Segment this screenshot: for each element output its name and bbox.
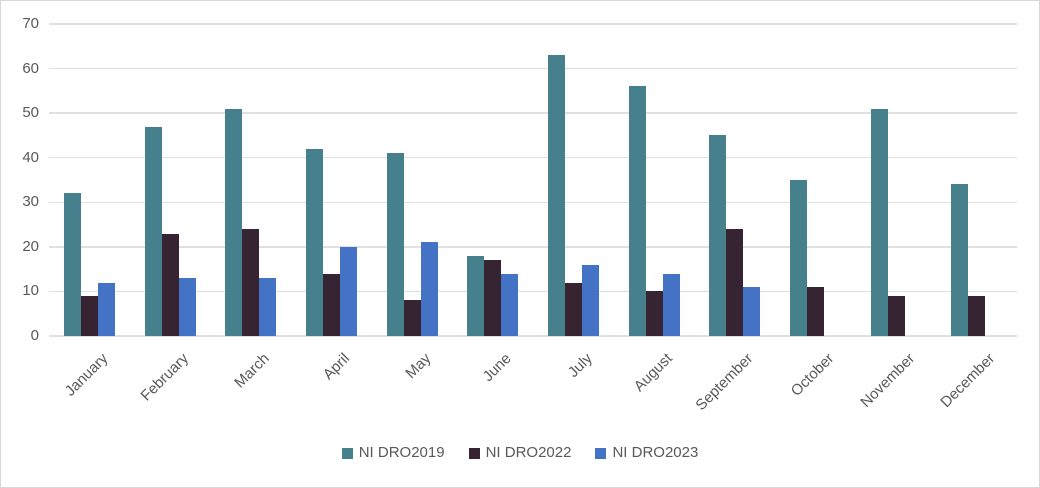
bar-nidro2019-may [386,153,404,336]
bar-nidro2019-november [870,108,888,336]
gridline-40 [49,156,1017,159]
bar-group-march [210,24,291,336]
x-axis-label-february: February [137,350,193,405]
bar-nidro2019-october [789,180,807,336]
bar-group-february [130,24,211,336]
gridline-50 [49,112,1017,114]
x-axis-label-december: December [937,350,999,411]
bar-group-may [372,24,453,336]
x-axis-label-january: January [61,350,112,400]
bar-nidro2022-september [726,229,744,336]
bar-nidro2019-february [144,126,162,336]
x-axis-label-july: July [564,350,596,381]
x-axis-label-october: October [787,350,838,400]
y-axis-tick-label-50: 50 [22,104,39,122]
bar-nidro2022-august [645,291,663,336]
bar-nidro2022-december [968,295,986,336]
bar-nidro2019-january [63,193,81,336]
plot-area [49,23,1017,337]
gridline-0 [49,335,1017,337]
gridline-20 [49,246,1017,248]
bar-nidro2019-july [547,55,565,336]
x-axis-label-november: November [857,350,919,411]
x-axis: January February March April May June July Augu… [49,342,1017,427]
bar-nidro2022-june [484,260,502,336]
y-axis-tick-label-0: 0 [30,327,39,344]
y-axis: 0 10 20 30 40 50 60 70 [1,15,39,344]
x-axis-label-april: April [320,350,354,384]
legend-label: NI DRO2019 [358,444,445,461]
bar-group-august [614,24,695,336]
x-axis-label-september: September [692,350,757,414]
gridline-70 [49,23,1017,25]
y-axis-tick-label-30: 30 [22,193,39,211]
bar-nidro2022-november [887,295,905,336]
bar-group-september [694,24,775,336]
y-axis-tick-label-60: 60 [22,59,39,77]
bar-groups [49,24,1017,336]
bar-nidro2022-july [564,282,582,336]
legend-item-nidro2023: NI DRO2023 [595,445,698,461]
bar-nidro2019-august [628,86,646,336]
y-axis-tick-label-70: 70 [22,15,39,32]
gridline-60 [49,67,1017,70]
y-axis-tick-label-20: 20 [22,237,39,255]
bar-nidro2023-september [743,286,761,336]
bar-group-november [856,24,937,336]
bar-group-december [936,24,1017,336]
legend-item-nidro2022: NI DRO2022 [468,444,572,461]
bar-nidro2022-february [161,233,179,336]
legend-swatch-icon [341,447,353,459]
bar-nidro2023-january [97,282,115,336]
x-axis-label-march: March [231,350,273,392]
bar-nidro2023-july [581,264,599,336]
bar-nidro2022-may [403,300,421,336]
legend-label: NI DRO2022 [485,444,572,461]
legend-item-nidro2019: NI DRO2019 [341,444,445,461]
bar-nidro2023-april [339,246,357,336]
x-axis-label-august: August [630,350,677,396]
bar-nidro2022-march [242,229,260,336]
legend-swatch-icon [468,447,480,459]
bar-nidro2019-march [225,108,243,336]
bar-group-april [291,24,372,336]
gridline-30 [49,201,1017,204]
y-axis-tick-label-10: 10 [22,282,39,300]
legend: NI DRO2019 NI DRO2022 NI DRO2023 [1,445,1039,461]
bar-nidro2019-april [305,148,323,336]
legend-swatch-icon [595,447,607,459]
x-axis-label-june: June [479,350,515,386]
bar-group-july [533,24,614,336]
x-axis-label-may: May [401,350,435,383]
bar-nidro2023-august [662,273,680,336]
bar-nidro2022-april [322,273,340,336]
bar-nidro2023-june [501,273,519,336]
bar-group-june [452,24,533,336]
bar-group-october [775,24,856,336]
bar-nidro2019-september [709,135,727,336]
bar-nidro2023-march [259,278,277,336]
bar-nidro2023-february [178,278,196,336]
legend-label: NI DRO2023 [612,444,699,461]
y-axis-tick-label-40: 40 [22,148,39,166]
bar-nidro2022-october [806,286,824,336]
bar-nidro2022-january [80,295,98,336]
bar-group-january [49,24,130,336]
gridline-10 [49,290,1017,293]
bar-nidro2019-june [467,255,485,336]
bar-nidro2023-may [420,242,438,336]
bar-nidro2019-december [951,184,969,336]
